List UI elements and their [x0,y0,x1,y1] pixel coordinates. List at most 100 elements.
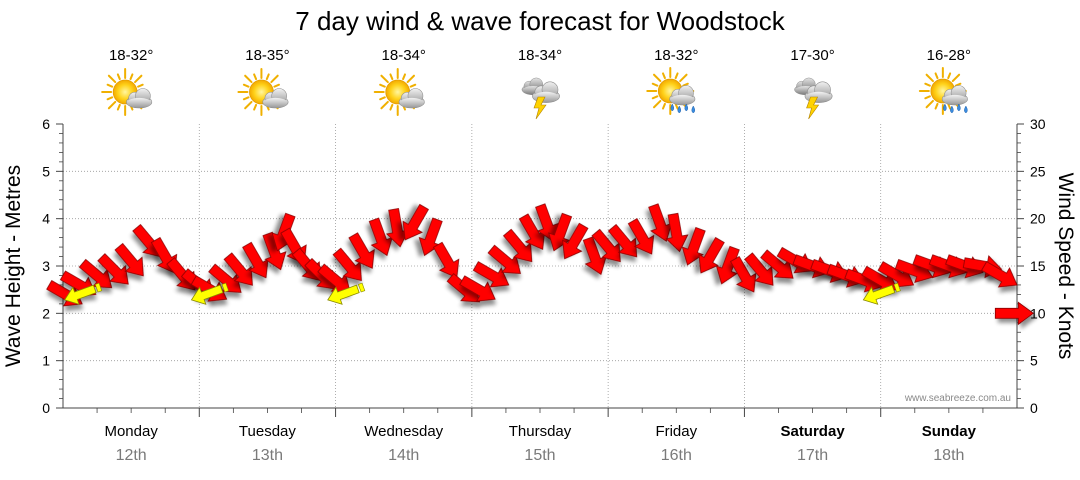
cloud-shape [126,88,153,109]
y-left-tick-label: 4 [42,211,50,227]
sun-ray [674,102,679,110]
y-right-tick-label: 30 [1030,116,1046,132]
sun-ray [107,74,117,84]
sun-ray [242,96,250,101]
cloud-shape [941,85,968,106]
sun-ray [947,102,952,110]
wind-arrow [368,217,393,257]
sun-ray [253,73,258,81]
wave-arrow-body [190,284,224,305]
wind-arrow [715,245,740,285]
axes: 0 1 2 3 4 5 6 0 5 10 15 20 25 30 Monday 12th Tuesday 13th… [42,116,1046,464]
wave-arrow [862,282,901,305]
wave-arrow-tail [357,282,366,293]
sun-ray [137,83,144,88]
storm-cloud-icon [521,77,560,120]
wind-arrow [582,236,607,275]
wind-arrow [114,242,144,277]
weather-icons: 18-32° 18-35° 18-34° 18-34° 18-32° 17-30° 16-2… [101,47,971,120]
sun-ray [409,83,417,88]
sun-ray [954,82,962,87]
wind-arrow [432,241,460,279]
cloud-fill [127,97,152,108]
sun-ray [653,73,662,83]
y-left-tick-label: 1 [42,353,50,369]
wind-arrow [208,263,242,293]
wave-arrow [327,282,366,305]
y-axis-right-label: Wind Speed - Knots [1054,173,1077,360]
wave-arrow-tail [221,282,229,293]
y-left-tick-label: 6 [42,116,50,132]
wind-arrow [744,252,774,286]
sun-ray [134,74,143,84]
sun-ray [106,96,114,101]
sun-ray [244,74,253,84]
sun-ray [129,73,134,81]
sun-ray [389,73,394,81]
y-left-tick-label: 3 [42,258,50,274]
wind-arrow [760,249,794,279]
wind-arrow [562,222,589,260]
y-right-tick-label: 15 [1030,258,1046,274]
sun-rain-icon [646,67,696,115]
wind-arrow [502,228,533,263]
wave-arrow-body [64,284,97,305]
temp-label-friday: 18-32° [654,47,698,64]
y-right-tick-label: 5 [1030,353,1038,369]
chart-title: 7 day wind & wave forecast for Woodstock [295,6,785,36]
y-right-tick-label: 20 [1030,211,1046,227]
sun-ray [925,99,934,109]
wind-arrow [402,203,429,241]
sun-ray [380,74,389,84]
sun-ray [679,73,688,83]
wind-arrow [591,228,621,263]
sun-ray [406,74,415,84]
sun-ray [662,102,666,110]
cloud-shape [532,81,560,103]
wind-arrow [472,261,510,288]
sun-ray [244,100,253,110]
wind-arrow [487,244,521,274]
y-right-tick-label: 10 [1030,305,1046,321]
sun-ray [402,73,406,81]
sun-ray [253,103,258,111]
sun-ray [653,99,662,109]
wave-arrow [190,282,229,305]
sun-ray [947,72,952,80]
sun-cloud-icon [237,68,289,116]
rain-drop [670,103,675,112]
lightning-bolt [806,96,820,120]
cloud-fill [670,94,695,105]
day-label-tuesday: Tuesday [239,423,296,440]
sun-ray [270,74,279,84]
wind-arrow [648,203,673,242]
wave-arrow-body [862,284,896,305]
wind-arrow [97,253,129,285]
sun-ray [682,82,689,87]
y-left-tick-label: 2 [42,305,50,321]
rain-drop [691,105,696,114]
sun-ray [379,83,386,88]
wind-series [46,203,1034,326]
sun-ray [662,72,666,80]
sun-ray [925,73,934,83]
sun-ray [651,95,659,100]
wind-arrow [535,203,560,242]
date-label-monday: 12th [116,447,147,464]
rain-drop [943,103,947,112]
lightning-bolt [533,96,547,120]
day-label-sunday: Sunday [922,423,977,440]
day-label-saturday: Saturday [780,423,845,440]
sun-ray [106,83,114,88]
sun-cloud-icon [373,68,425,116]
rain-drop [964,105,968,114]
wind-arrow [262,231,287,271]
y-right-tick-label: 0 [1030,400,1038,416]
wind-arrow [518,213,546,250]
sun-ray [924,95,931,100]
temp-label-sunday: 16-28° [927,47,971,64]
temp-label-tuesday: 18-35° [245,47,289,64]
sun-ray [265,73,270,81]
wind-arrow [385,208,410,248]
sun-ray [116,103,121,111]
